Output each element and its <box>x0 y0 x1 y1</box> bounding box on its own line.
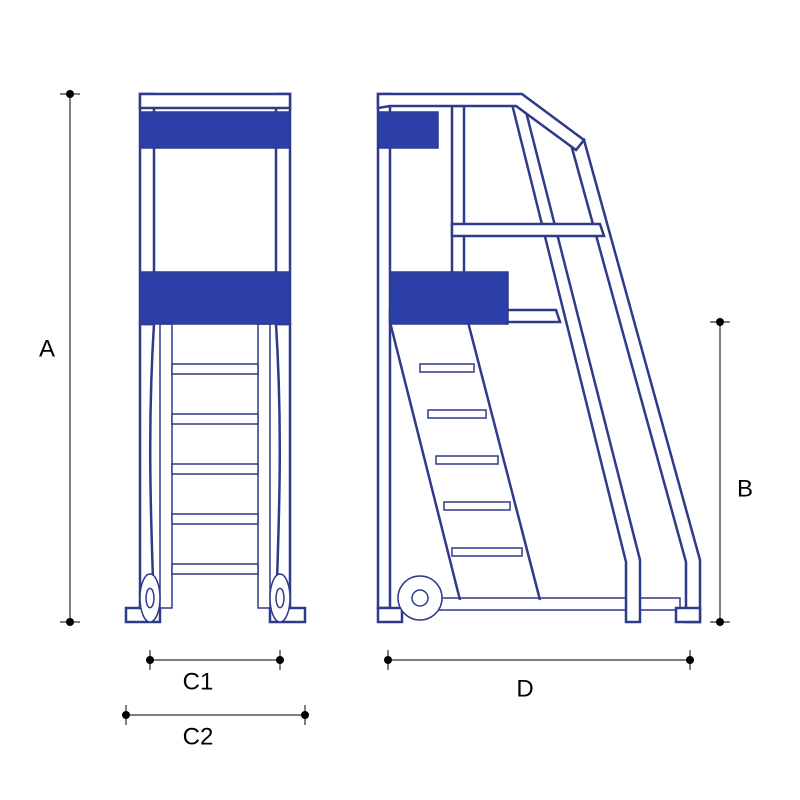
front-view <box>126 94 305 622</box>
front-blue-top-panel <box>140 112 290 148</box>
dimension-label: B <box>737 475 753 502</box>
dimension-label: C1 <box>183 668 214 695</box>
dimension-C1: C1 <box>146 650 284 695</box>
dimension-label: D <box>516 675 533 702</box>
dimension-A: A <box>39 90 80 626</box>
dimension-label: C2 <box>183 723 214 750</box>
side-blue-top-panel <box>378 112 438 148</box>
diagram-canvas: A B C1 C2 D <box>0 0 800 800</box>
dimension-C2: C2 <box>122 705 309 750</box>
side-view <box>378 94 700 622</box>
dimension-label: A <box>39 335 55 362</box>
front-blue-mid-panel <box>140 272 290 324</box>
side-blue-mid-panel <box>390 272 508 324</box>
dimension-B: B <box>710 318 753 626</box>
dimension-D: D <box>384 650 694 702</box>
